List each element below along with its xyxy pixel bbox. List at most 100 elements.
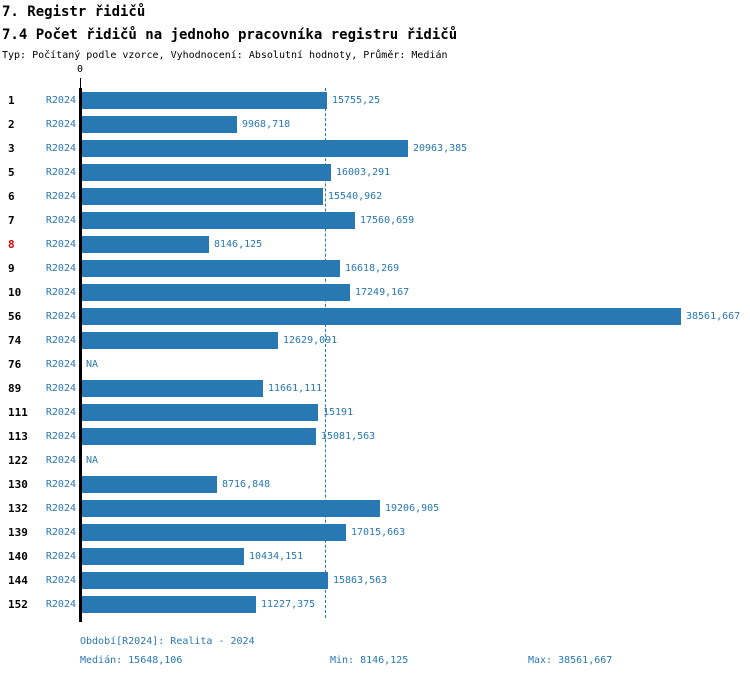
value-label: 11661,111: [268, 383, 323, 394]
bar: [82, 428, 316, 445]
row-id-label: 139: [8, 526, 28, 539]
series-label: R2024: [45, 527, 76, 538]
bar: [82, 332, 278, 349]
value-label: 15540,962: [328, 191, 383, 202]
value-label: 8716,848: [222, 479, 271, 490]
row-id-label: 8: [8, 238, 15, 251]
chart-row: 9 R2024 16618,269: [0, 260, 750, 277]
series-label: R2024: [45, 191, 76, 202]
row-id-label: 122: [8, 454, 28, 467]
series-label: R2024: [45, 359, 76, 370]
series-label: R2024: [45, 167, 76, 178]
series-label: R2024: [45, 431, 76, 442]
chart-row: 122 R2024 NA: [0, 452, 750, 469]
chart-row: 6 R2024 15540,962: [0, 188, 750, 205]
value-label: 15755,25: [332, 95, 381, 106]
bar: [82, 92, 327, 109]
row-id-label: 7: [8, 214, 15, 227]
chart-row: 152 R2024 11227,375: [0, 596, 750, 613]
report-subtitle: 7.4 Počet řidičů na jednoho pracovníka r…: [2, 27, 458, 43]
value-label: 12629,091: [283, 335, 338, 346]
value-label: 17560,659: [360, 215, 415, 226]
series-label: R2024: [45, 215, 76, 226]
chart-row: 130 R2024 8716,848: [0, 476, 750, 493]
y-axis-line: [79, 88, 82, 622]
value-label: 17249,167: [355, 287, 410, 298]
row-id-label: 130: [8, 478, 28, 491]
series-label: R2024: [45, 287, 76, 298]
bar: [82, 164, 331, 181]
bar: [82, 404, 318, 421]
chart-row: 56 R2024 38561,667: [0, 308, 750, 325]
row-id-label: 6: [8, 190, 15, 203]
value-label: 9968,718: [242, 119, 291, 130]
row-id-label: 3: [8, 142, 15, 155]
series-label: R2024: [45, 311, 76, 322]
bar: [82, 308, 681, 325]
bar: [82, 140, 408, 157]
bar: [82, 116, 237, 133]
chart-row: 140 R2024 10434,151: [0, 548, 750, 565]
chart-row: 8 R2024 8146,125: [0, 236, 750, 253]
median-stat: Medián: 15648,106: [80, 655, 183, 666]
series-label: R2024: [45, 575, 76, 586]
row-id-label: 56: [8, 310, 22, 323]
row-id-label: 132: [8, 502, 28, 515]
bar: [82, 236, 209, 253]
bar: [82, 188, 323, 205]
row-id-label: 152: [8, 598, 28, 611]
min-stat: Min: 8146,125: [330, 655, 409, 666]
report-title: 7. Registr řidičů: [2, 4, 146, 20]
value-label: 11227,375: [261, 599, 316, 610]
row-id-label: 76: [8, 358, 22, 371]
series-label: R2024: [45, 503, 76, 514]
row-id-label: 144: [8, 574, 28, 587]
value-label: 15863,563: [333, 575, 388, 586]
chart-row: 3 R2024 20963,385: [0, 140, 750, 157]
chart-row: 113 R2024 15081,563: [0, 428, 750, 445]
na-label: NA: [86, 359, 99, 370]
row-id-label: 140: [8, 550, 28, 563]
row-id-label: 74: [8, 334, 22, 347]
chart-row: 76 R2024 NA: [0, 356, 750, 373]
value-label: 19206,905: [385, 503, 440, 514]
row-id-label: 89: [8, 382, 22, 395]
chart-row: 144 R2024 15863,563: [0, 572, 750, 589]
period-label: Období[R2024]: Realita - 2024: [80, 636, 255, 647]
row-id-label: 5: [8, 166, 15, 179]
x-axis-tick-mark: [80, 78, 81, 88]
value-label: 15191: [323, 407, 354, 418]
series-label: R2024: [45, 599, 76, 610]
row-id-label: 111: [8, 406, 28, 419]
x-axis-zero-label: 0: [76, 64, 84, 75]
value-label: 17015,663: [351, 527, 406, 538]
series-label: R2024: [45, 335, 76, 346]
bar: [82, 596, 256, 613]
row-id-label: 113: [8, 430, 28, 443]
chart-row: 2 R2024 9968,718: [0, 116, 750, 133]
series-label: R2024: [45, 551, 76, 562]
series-label: R2024: [45, 143, 76, 154]
series-label: R2024: [45, 383, 76, 394]
bar: [82, 476, 217, 493]
row-id-label: 1: [8, 94, 15, 107]
chart-row: 89 R2024 11661,111: [0, 380, 750, 397]
max-stat: Max: 38561,667: [528, 655, 613, 666]
bar: [82, 572, 328, 589]
series-label: R2024: [45, 239, 76, 250]
chart-row: 132 R2024 19206,905: [0, 500, 750, 517]
bar: [82, 380, 263, 397]
value-label: 16003,291: [336, 167, 391, 178]
bar: [82, 260, 340, 277]
series-label: R2024: [45, 95, 76, 106]
row-id-label: 2: [8, 118, 15, 131]
series-label: R2024: [45, 119, 76, 130]
chart-row: 7 R2024 17560,659: [0, 212, 750, 229]
na-label: NA: [86, 455, 99, 466]
series-label: R2024: [45, 479, 76, 490]
chart-row: 1 R2024 15755,25: [0, 92, 750, 109]
bar: [82, 548, 244, 565]
value-label: 20963,385: [413, 143, 468, 154]
